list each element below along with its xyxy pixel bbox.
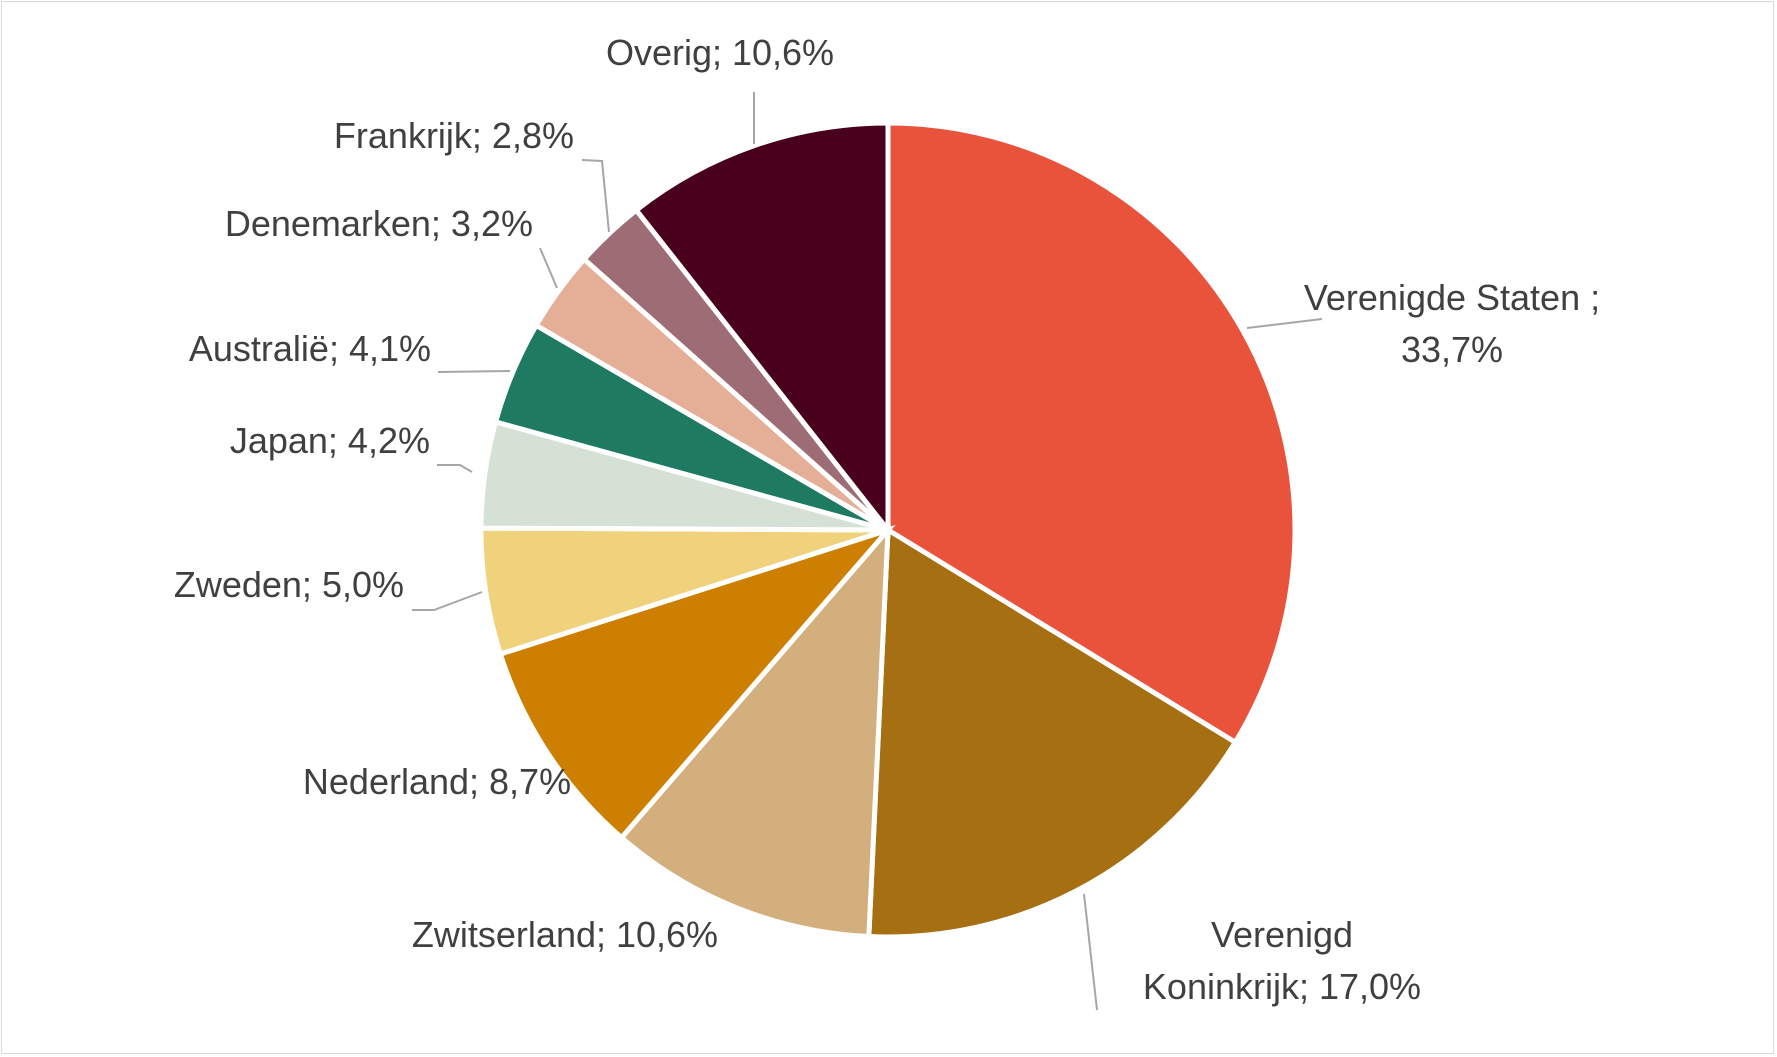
data-label-line: Verenigde Staten ;	[1304, 277, 1600, 318]
data-label-line: Zweden; 5,0%	[174, 564, 404, 605]
pie-slice-1	[885, 120, 1298, 746]
data-label-3: Zwitserland; 10,6%	[412, 914, 718, 955]
data-label-line: Japan; 4,2%	[230, 420, 430, 461]
data-label-6: Japan; 4,2%	[230, 420, 430, 461]
pie-slice-10	[632, 120, 891, 538]
data-label-4: Nederland; 8,7%	[303, 761, 571, 802]
data-label-line: Australië; 4,1%	[189, 328, 431, 369]
leader-line-1	[1246, 318, 1323, 329]
data-label-line: Denemarken; 3,2%	[225, 203, 533, 244]
leader-line-8	[539, 247, 558, 289]
data-label-line: Koninkrijk; 17,0%	[1143, 966, 1421, 1007]
data-label-line: 33,7%	[1401, 329, 1503, 370]
pie-slices	[478, 120, 1298, 940]
data-label-2: Verenigd Koninkrijk; 17,0%	[1143, 914, 1421, 1007]
leader-line-7	[437, 370, 511, 373]
pie-slice-4	[497, 524, 896, 842]
data-label-8: Denemarken; 3,2%	[225, 203, 533, 244]
data-label-5: Zweden; 5,0%	[174, 564, 404, 605]
data-label-line: Frankrijk; 2,8%	[334, 115, 574, 156]
data-label-line: Verenigd	[1211, 914, 1353, 955]
leader-line-9	[581, 159, 610, 233]
data-label-10: Overig; 10,6%	[606, 32, 834, 73]
leader-lines	[412, 92, 1323, 1011]
data-label-line: Zwitserland; 10,6%	[412, 914, 718, 955]
pie-slice-3	[617, 522, 891, 940]
pie-slice-2	[866, 525, 1239, 940]
leader-line-2	[1083, 893, 1098, 1011]
leader-line-6	[437, 464, 473, 473]
data-label-line: Overig; 10,6%	[606, 32, 834, 73]
data-label-line: Nederland; 8,7%	[303, 761, 571, 802]
data-label-7: Australië; 4,1%	[189, 328, 431, 369]
data-label-1: Verenigde Staten ; 33,7%	[1304, 277, 1600, 370]
data-label-9: Frankrijk; 2,8%	[334, 115, 574, 156]
data-labels: Verenigde Staten ; 33,7% Verenigd Koninkrij…	[174, 32, 1600, 1007]
leader-line-5	[412, 591, 483, 611]
